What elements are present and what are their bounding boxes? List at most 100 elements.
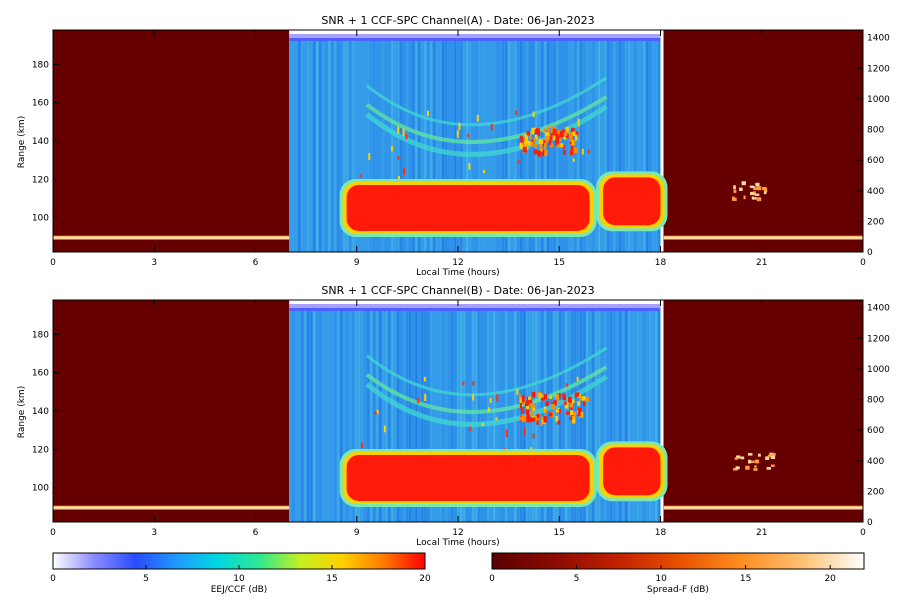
spreadf-patch — [733, 452, 776, 471]
top-strip — [289, 300, 661, 304]
echo-arc — [365, 95, 608, 145]
colorbar-tick-label: 5 — [143, 574, 149, 584]
eej-echo-region — [596, 441, 668, 502]
right-tick-label: 1000 — [867, 95, 890, 105]
colorbar-tick-label: 5 — [574, 574, 580, 584]
top-strip — [289, 30, 661, 34]
night-echo-band — [53, 235, 290, 240]
echo-arc — [365, 104, 608, 157]
spreadf-patch — [732, 181, 768, 202]
colorbar-tick-label: 15 — [740, 574, 751, 584]
x-tick-label: 21 — [756, 258, 767, 268]
colorbar-tick-label: 20 — [419, 574, 431, 584]
x-tick-label: 15 — [554, 258, 565, 268]
x-tick-label: 6 — [253, 258, 259, 268]
x-axis-label: Local Time (hours) — [416, 268, 499, 278]
x-tick-label: 3 — [151, 528, 157, 538]
x-tick-label: 6 — [253, 528, 259, 538]
x-tick-label: 12 — [452, 528, 463, 538]
x-tick-label: 21 — [756, 528, 767, 538]
y-tick-label: 160 — [32, 99, 49, 109]
top-strip — [289, 308, 661, 311]
x-tick-label: 0 — [860, 258, 866, 268]
right-tick-label: 400 — [867, 457, 884, 467]
colorbar-tick-label: 15 — [326, 574, 337, 584]
echo-arc — [365, 365, 608, 415]
right-tick-label: 0 — [867, 248, 873, 258]
panel-title: SNR + 1 CCF-SPC Channel(A) - Date: 06-Ja… — [321, 14, 594, 27]
right-tick-label: 1200 — [867, 64, 890, 74]
eej-echo-region — [596, 171, 668, 232]
colorbar-eej: 0 5 10 15 20 EEJ/CCF (dB) — [50, 552, 431, 595]
right-tick-label: 800 — [867, 126, 884, 136]
x-tick-label: 9 — [354, 258, 360, 268]
y-tick-label: 160 — [32, 369, 49, 379]
colorbar-tick-label: 0 — [489, 574, 495, 584]
colorbar-tick-label: 20 — [824, 574, 836, 584]
right-tick-label: 600 — [867, 156, 884, 166]
x-tick-label: 3 — [151, 258, 157, 268]
right-tick-label: 400 — [867, 187, 884, 197]
night-echo-band — [663, 235, 863, 240]
x-tick-label: 18 — [655, 528, 667, 538]
top-strip — [289, 38, 661, 41]
x-tick-label: 12 — [452, 258, 463, 268]
echo-arc — [365, 76, 608, 127]
echo-arc — [365, 346, 608, 397]
y-tick-label: 120 — [32, 175, 49, 185]
y-tick-label: 180 — [32, 330, 49, 340]
right-tick-label: 200 — [867, 217, 884, 227]
spreadf-night-background — [53, 30, 290, 252]
separator — [660, 30, 664, 252]
night-echo-band — [663, 505, 863, 510]
eej-noise-texture — [289, 40, 661, 252]
right-tick-label: 1000 — [867, 365, 890, 375]
night-echo-band — [53, 505, 290, 510]
x-tick-label: 15 — [554, 528, 565, 538]
y-axis-label: Range (km) — [17, 386, 27, 438]
eej-echo-region — [339, 449, 597, 507]
echo-arcs — [365, 346, 608, 427]
x-tick-label: 0 — [860, 528, 866, 538]
colorbar-spreadf-label: Spread-F (dB) — [647, 585, 709, 595]
separator — [660, 300, 664, 522]
y-tick-label: 140 — [32, 407, 49, 417]
right-tick-label: 600 — [867, 426, 884, 436]
top-strip — [289, 304, 661, 308]
y-tick-label: 100 — [32, 214, 49, 224]
right-tick-label: 1400 — [867, 304, 890, 314]
panel-channel-a: SNR + 1 CCF-SPC Channel(A) - Date: 06-Ja… — [17, 14, 890, 278]
echo-arc — [365, 374, 608, 427]
y-tick-label: 180 — [32, 60, 49, 70]
echo-arcs — [365, 76, 608, 157]
y-tick-label: 140 — [32, 137, 49, 147]
x-tick-label: 9 — [354, 528, 360, 538]
x-axis-label: Local Time (hours) — [416, 538, 499, 548]
colorbar-spreadf-gradient — [491, 552, 865, 570]
right-tick-label: 200 — [867, 487, 884, 497]
panel-title: SNR + 1 CCF-SPC Channel(B) - Date: 06-Ja… — [321, 284, 594, 297]
spreadf-night-background — [663, 300, 863, 522]
spreadf-night-background — [53, 300, 290, 522]
y-axis-label: Range (km) — [17, 116, 27, 168]
eej-echo-region — [339, 179, 597, 237]
x-tick-label: 0 — [50, 528, 56, 538]
right-tick-label: 0 — [867, 518, 873, 528]
colorbar-tick-label: 10 — [233, 574, 245, 584]
colorbar-spreadf: 0 5 10 15 20 Spread-F (dB) — [489, 552, 865, 595]
heatmap-area — [53, 300, 863, 522]
colorbar-tick-label: 10 — [655, 574, 667, 584]
colorbar-eej-label: EEJ/CCF (dB) — [211, 585, 268, 595]
panel-channel-b: SNR + 1 CCF-SPC Channel(B) - Date: 06-Ja… — [17, 284, 890, 548]
x-tick-label: 18 — [655, 258, 667, 268]
axes: 0 3 6 9 12 15 18 21 0 100 120 140 160 180 0 200 400 600 80… — [32, 299, 890, 538]
axes: 0 3 6 9 12 15 18 21 0 100 120 140 160 180 0 200 400 600 80… — [32, 29, 890, 268]
colorbar-tick-label: 0 — [50, 574, 56, 584]
top-strip — [289, 34, 661, 38]
echo-150km-cluster — [360, 376, 589, 455]
y-tick-label: 120 — [32, 445, 49, 455]
heatmap-area — [53, 30, 863, 252]
spreadf-night-background — [663, 30, 863, 252]
y-tick-label: 100 — [32, 484, 49, 494]
